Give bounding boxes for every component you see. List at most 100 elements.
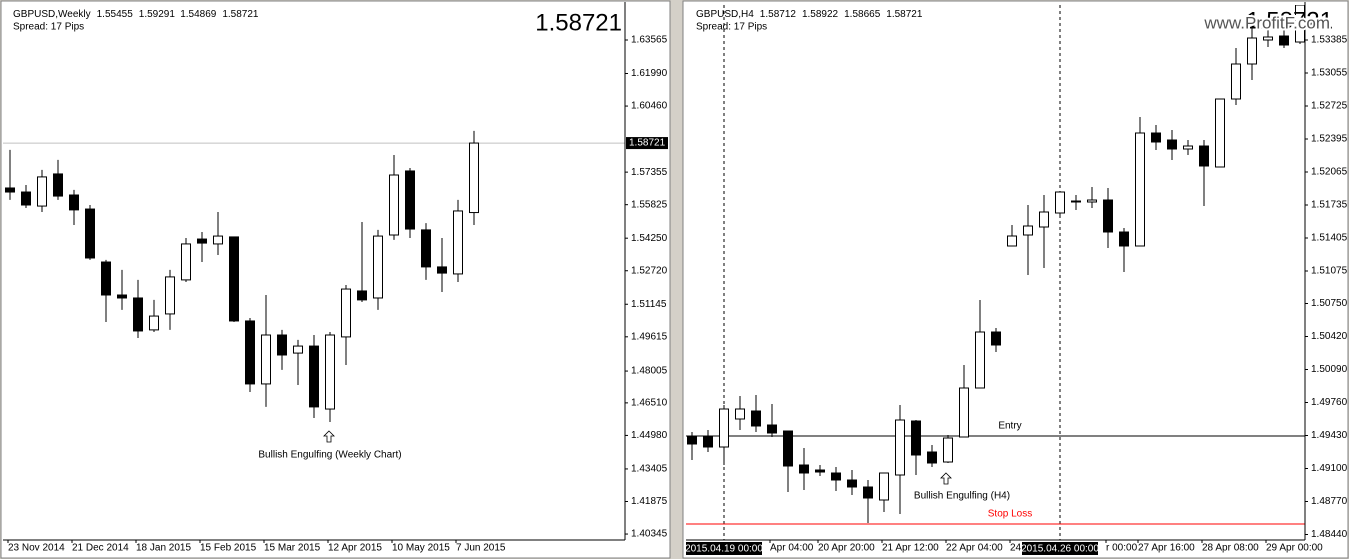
y-tick-label: 1.51145 <box>631 299 667 310</box>
candle-body <box>863 486 873 499</box>
x-tick-label: 18 Jan 2015 <box>136 543 191 554</box>
candle-body <box>1167 139 1177 150</box>
y-tick-label: 1.53055 <box>1311 68 1348 79</box>
chart-title: GBPUSD,Weekly <box>13 9 91 20</box>
x-tick-label: 21 Dec 2014 <box>72 543 129 554</box>
candle-body <box>21 191 31 206</box>
candle-body <box>373 235 383 299</box>
candle-body <box>1055 191 1065 214</box>
y-tick-label: 1.51405 <box>1311 233 1348 244</box>
candle-body <box>943 437 953 463</box>
price-box <box>626 137 668 150</box>
chart-header: GBPUSD,H4 1.58712 1.58922 1.58665 1.58721 <box>696 9 923 20</box>
chart-window-left <box>0 0 671 559</box>
x-tick-label: 28 Apr 08:00 <box>1202 543 1259 554</box>
candle-body <box>101 261 111 296</box>
candle-body <box>469 142 479 214</box>
separator-label-box <box>1022 542 1098 555</box>
y-tick-label: 1.49615 <box>631 331 668 342</box>
x-tick-label: 24 <box>1010 543 1022 554</box>
y-tick-label: 1.55825 <box>631 199 668 210</box>
candle-body <box>703 435 713 448</box>
candle-body <box>1279 35 1289 46</box>
annotation: Bullish Engulfing (H4) <box>914 491 1010 502</box>
x-tick-label: 22 Apr 04:00 <box>946 543 1003 554</box>
candle-body <box>181 243 191 281</box>
y-tick-label: 1.49430 <box>1311 430 1348 441</box>
y-tick-label: 1.48770 <box>1311 496 1348 507</box>
candle-body <box>783 430 793 467</box>
big-price: 1.58721 <box>535 9 622 36</box>
candle-body <box>687 435 697 445</box>
separator-label-box <box>686 542 762 555</box>
y-tick-label: 1.50750 <box>1311 298 1348 309</box>
chart-window-right <box>682 0 1349 559</box>
y-tick-label: 1.40345 <box>631 529 668 540</box>
ohlc-value: 1.58721 <box>886 9 923 20</box>
y-tick-label: 1.52720 <box>631 265 668 276</box>
candle-body <box>975 331 985 389</box>
y-tick-label: 1.48440 <box>1311 529 1348 540</box>
x-tick-label: 27 Apr 16:00 <box>1138 543 1195 554</box>
chart-subtitle: Spread: 17 Pips <box>696 22 767 33</box>
candle-body <box>437 266 447 274</box>
candle-body <box>293 345 303 354</box>
candle-body <box>69 194 79 211</box>
level-label: Entry <box>998 421 1021 432</box>
candle-body <box>1151 132 1161 143</box>
y-tick-label: 1.53385 <box>1311 35 1348 46</box>
x-tick-label: 23 Nov 2014 <box>8 543 65 554</box>
ohlc-value: 1.58721 <box>222 9 259 20</box>
candle-body <box>927 451 937 464</box>
level-label: Stop Loss <box>988 509 1032 520</box>
ohlc-value: 1.58922 <box>802 9 839 20</box>
candle-body <box>197 238 207 244</box>
separator-label: 2015.04.19 00:00 <box>685 544 763 555</box>
candle-body <box>37 176 47 207</box>
candle-body <box>5 187 15 193</box>
candle-body <box>1071 200 1081 203</box>
candle-body <box>991 331 1001 346</box>
candle-body <box>815 469 825 473</box>
candle-body <box>357 290 367 301</box>
price-box-label: 1.58721 <box>629 138 666 149</box>
y-tick-label: 1.54250 <box>631 233 668 244</box>
watermark: www.ProfitF.com <box>1203 13 1330 32</box>
y-tick-label: 1.52065 <box>1311 167 1348 178</box>
candle-body <box>1215 98 1225 168</box>
candle-body <box>1087 199 1097 203</box>
y-tick-label: 1.51735 <box>1311 200 1348 211</box>
x-tick-label: 15 Mar 2015 <box>264 543 321 554</box>
candle-body <box>133 297 143 332</box>
candle-body <box>1119 231 1129 247</box>
ohlc-value: 1.54869 <box>180 9 217 20</box>
y-tick-label: 1.50090 <box>1311 364 1348 375</box>
y-tick-label: 1.49100 <box>1311 463 1348 474</box>
x-tick-label: 7 Jun 2015 <box>456 543 506 554</box>
candle-body <box>229 236 239 322</box>
candle-body <box>1135 132 1145 247</box>
candle-body <box>847 479 857 488</box>
separator-label: 2015.04.26 00:00 <box>1021 544 1099 555</box>
chart-header: GBPUSD,Weekly 1.55455 1.59291 1.54869 1.5872… <box>13 9 259 20</box>
candle-body <box>389 174 399 236</box>
y-tick-label: 1.60460 <box>631 101 668 112</box>
x-tick-label: 21 Apr 12:00 <box>882 543 939 554</box>
y-tick-label: 1.52395 <box>1311 134 1348 145</box>
x-tick-label: 12 Apr 2015 <box>328 543 382 554</box>
y-tick-label: 1.57355 <box>631 167 668 178</box>
candle-body <box>735 408 745 420</box>
plot-area <box>686 5 1305 540</box>
ohlc-value: 1.58665 <box>844 9 881 20</box>
candle-body <box>421 229 431 268</box>
candle-body <box>1103 199 1113 233</box>
candle-body <box>1263 36 1273 41</box>
candle-body <box>341 288 351 338</box>
plot-area <box>3 130 625 423</box>
candle-body <box>405 170 415 230</box>
annotation-arrow <box>323 430 335 443</box>
x-tick-label: 20 Apr 20:00 <box>818 543 875 554</box>
candle-body <box>149 315 159 331</box>
y-tick-label: 1.48005 <box>631 366 668 377</box>
candle-body <box>895 419 905 476</box>
